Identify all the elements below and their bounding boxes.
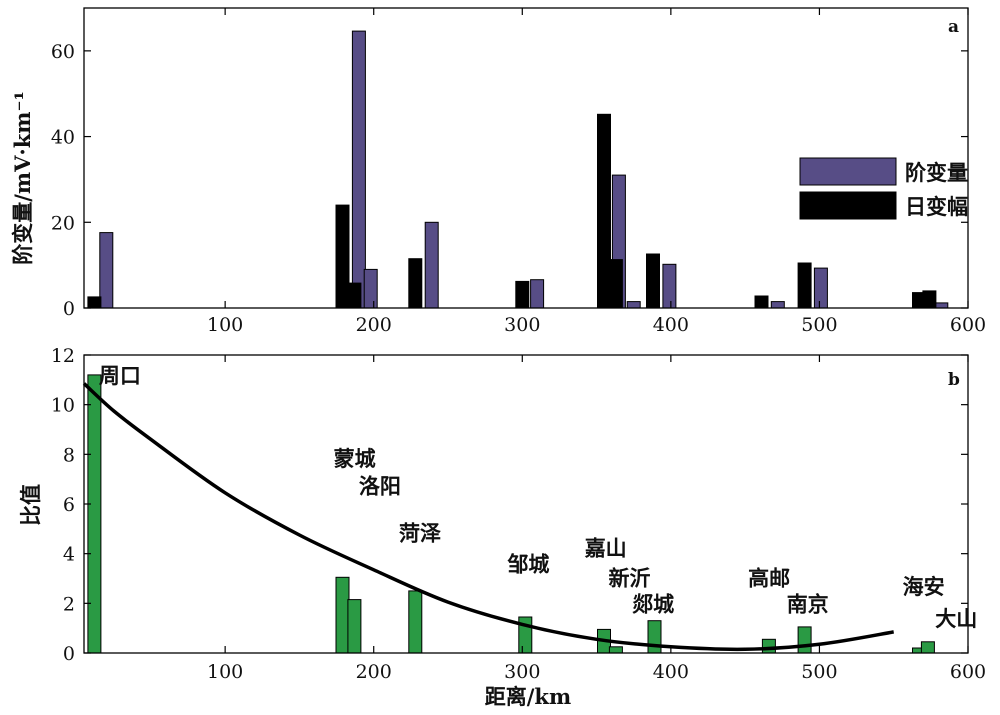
bar-b-6 (608, 646, 623, 654)
panel-b-x-axis-label: 距离/km (485, 684, 571, 709)
station-label-8: 高邮 (748, 565, 790, 590)
bar-a-series1-3 (408, 258, 423, 309)
bar-b-8 (761, 638, 776, 654)
b-xtick-label-1: 200 (356, 661, 392, 683)
b-ytick-label-2: 4 (63, 544, 75, 566)
a-ytick-label-1: 20 (51, 212, 75, 234)
bar-a-series0-10 (934, 302, 949, 309)
legend-swatch-daily (799, 191, 897, 220)
station-label-2: 洛阳 (359, 473, 401, 498)
panel-b-letter: b (948, 370, 960, 390)
bar-a-series1-2 (347, 282, 362, 309)
a-xtick-label-3: 400 (653, 314, 689, 336)
bar-a-series0-1 (351, 30, 366, 309)
bar-b-7 (647, 620, 662, 654)
bar-b-0 (87, 374, 102, 654)
panel-a-ticks: 100 200 300 400 500 600 0 20 40 60 (51, 8, 986, 336)
b-xtick-label-2: 300 (504, 661, 540, 683)
panel-a-letter: a (948, 17, 959, 37)
bar-a-series1-6 (608, 259, 623, 309)
fit-curve (82, 382, 894, 652)
panel-b-ticks: 100 200 300 400 500 600 0 2 4 6 8 10 12 (51, 345, 986, 683)
bar-a-series0-4 (530, 279, 545, 309)
b-ytick-label-6: 12 (51, 345, 75, 367)
b-ytick-label-1: 2 (63, 593, 75, 615)
b-xtick-label-4: 500 (801, 661, 837, 683)
station-label-1: 蒙城 (334, 446, 376, 471)
panel-a-bars (87, 30, 949, 309)
b-ytick-label-0: 0 (63, 643, 75, 665)
bar-a-series0-6 (626, 301, 641, 309)
bar-a-series0-9 (813, 267, 828, 309)
bar-a-series0-3 (424, 221, 439, 309)
a-ytick-label-3: 60 (51, 41, 75, 63)
b-xtick-label-3: 400 (653, 661, 689, 683)
station-label-9: 南京 (787, 591, 829, 616)
b-xtick-label-5: 600 (950, 661, 986, 683)
station-label-4: 邹城 (507, 552, 549, 577)
bar-a-series0-8 (770, 301, 785, 309)
b-ytick-label-4: 8 (63, 444, 75, 466)
station-label-3: 菏泽 (399, 521, 441, 546)
station-label-11: 大山 (935, 606, 977, 631)
panel-a-y-axis-label: 阶变量/mV·km⁻¹ (10, 91, 35, 265)
a-xtick-label-4: 500 (801, 314, 837, 336)
station-label-6: 新沂 (609, 565, 651, 590)
panel-a-frame (83, 7, 969, 309)
a-ytick-label-0: 0 (63, 298, 75, 320)
b-ytick-label-5: 10 (51, 395, 75, 417)
bar-a-series0-2 (363, 268, 378, 309)
bar-a-series1-0 (87, 296, 102, 309)
bar-a-series1-7 (646, 253, 660, 309)
bar-b-1 (335, 576, 350, 654)
a-ytick-label-2: 40 (51, 127, 75, 149)
a-xtick-label-2: 300 (504, 314, 540, 336)
bar-a-series1-8 (754, 295, 769, 309)
a-xtick-label-5: 600 (950, 314, 986, 336)
b-xtick-label-0: 100 (207, 661, 243, 683)
bar-a-series1-5 (597, 113, 611, 309)
bar-a-series0-0 (99, 232, 114, 309)
station-label-5: 嘉山 (585, 536, 627, 561)
a-xtick-label-1: 200 (356, 314, 392, 336)
bar-a-series1-9 (797, 262, 812, 309)
legend-label-step: 阶变量 (905, 160, 968, 185)
a-xtick-label-0: 100 (207, 314, 243, 336)
bar-b-9 (797, 626, 812, 654)
bar-a-series1-11 (922, 290, 937, 309)
panel-b-y-axis-label: 比值 (18, 484, 43, 526)
station-label-7: 郯城 (632, 591, 674, 616)
b-ytick-label-3: 6 (63, 494, 75, 516)
bar-b-11 (920, 641, 935, 654)
station-label-0: 周口 (99, 363, 141, 388)
legend-label-daily: 日变幅 (905, 194, 968, 219)
bar-a-series1-1 (335, 204, 350, 309)
panel-b-frame (83, 354, 969, 654)
station-label-10: 海安 (903, 574, 945, 599)
legend-swatch-step (799, 157, 897, 186)
panel-a-legend: 阶变量 日变幅 (799, 157, 968, 220)
bar-b-2 (347, 599, 362, 654)
bar-a-series0-7 (662, 263, 677, 309)
bar-b-3 (408, 590, 423, 654)
